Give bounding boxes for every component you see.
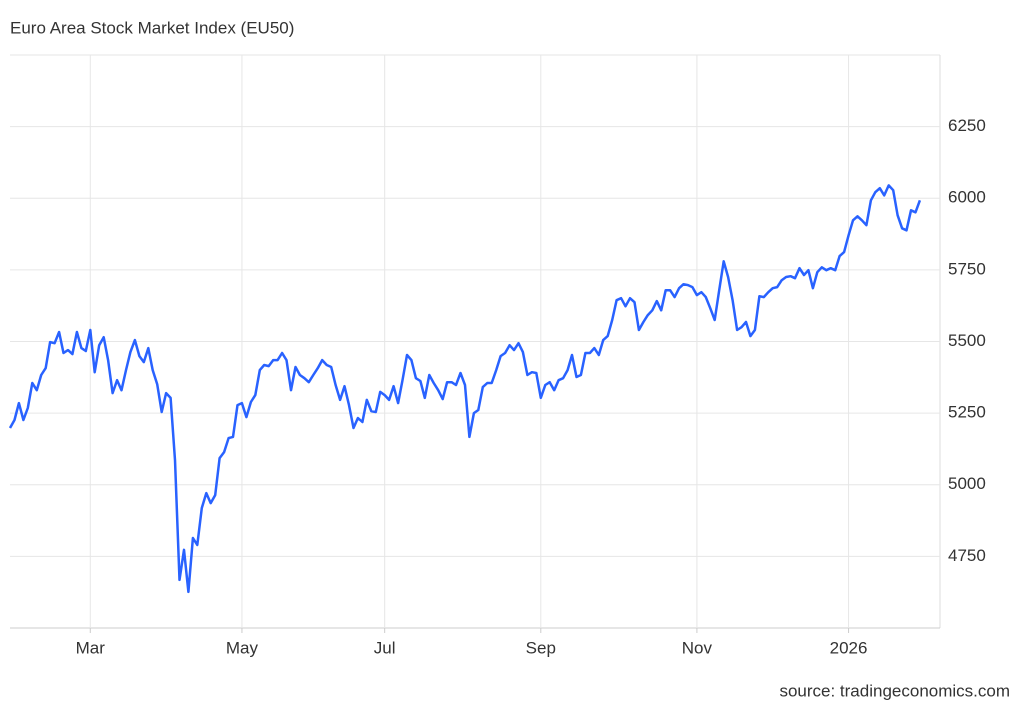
x-tick-label: May xyxy=(226,638,259,657)
x-tick-label: Jul xyxy=(374,638,396,657)
source-note: source: tradingeconomics.com xyxy=(779,681,1010,700)
y-tick-label: 5250 xyxy=(948,403,986,422)
y-tick-label: 5000 xyxy=(948,474,986,493)
y-tick-label: 5750 xyxy=(948,259,986,278)
x-tick-label: Mar xyxy=(76,638,106,657)
x-tick-label: Sep xyxy=(526,638,556,657)
y-tick-label: 4750 xyxy=(948,546,986,565)
x-tick-label: 2026 xyxy=(830,638,868,657)
y-tick-label: 6000 xyxy=(948,188,986,207)
y-tick-label: 6250 xyxy=(948,116,986,135)
price-line xyxy=(8,184,922,594)
chart-title: Euro Area Stock Market Index (EU50) xyxy=(10,18,294,37)
y-tick-label: 5500 xyxy=(948,331,986,350)
x-tick-label: Nov xyxy=(682,638,713,657)
